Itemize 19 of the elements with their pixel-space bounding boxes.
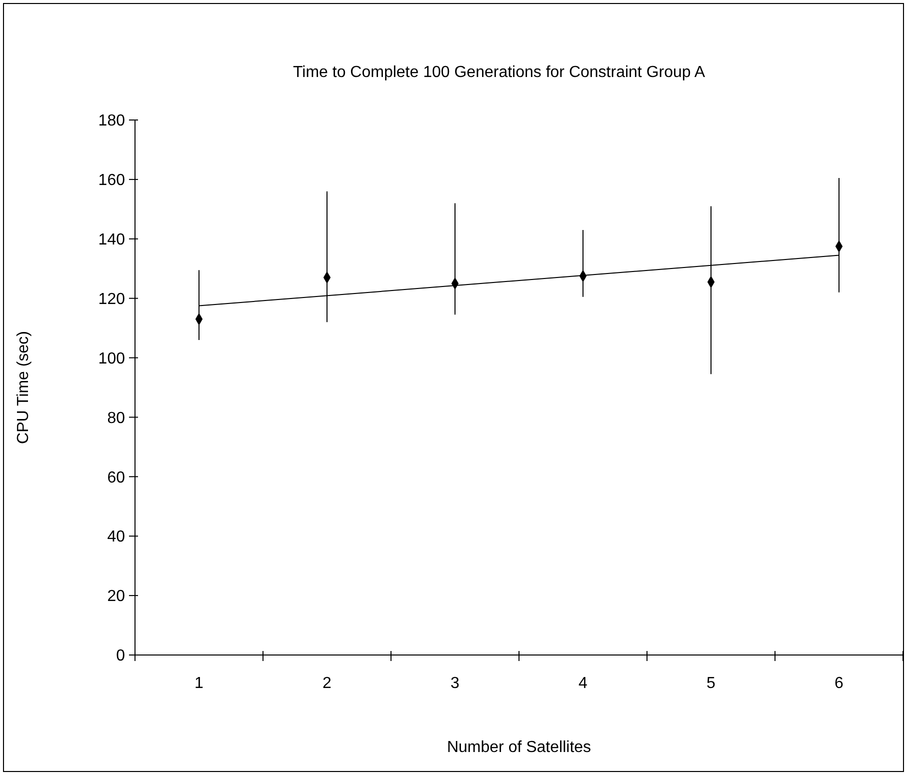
- y-tick-label: 140: [98, 231, 126, 248]
- x-tick-label: 5: [706, 675, 716, 692]
- y-tick-label: 0: [116, 648, 126, 665]
- chart-title: Time to Complete 100 Generations for Constraint Group A: [292, 64, 706, 81]
- y-tick-label: 160: [98, 172, 126, 190]
- x-tick-label: 1: [194, 675, 204, 692]
- y-tick-label: 80: [107, 410, 126, 427]
- y-tick-label: 20: [107, 588, 126, 606]
- y-tick-label: 120: [98, 290, 126, 308]
- y-tick-label: 180: [98, 112, 126, 130]
- x-tick-label: 2: [322, 675, 332, 692]
- x-tick-label: 3: [450, 675, 460, 692]
- x-tick-label: 4: [578, 675, 588, 692]
- y-tick-label: 40: [107, 528, 126, 546]
- y-tick-label: 60: [107, 469, 126, 486]
- x-tick-label: 6: [834, 675, 844, 692]
- y-tick-label: 100: [98, 350, 126, 368]
- y-axis-title: CPU Time (sec): [15, 331, 32, 444]
- x-axis-title: Number of Satellites: [446, 739, 592, 756]
